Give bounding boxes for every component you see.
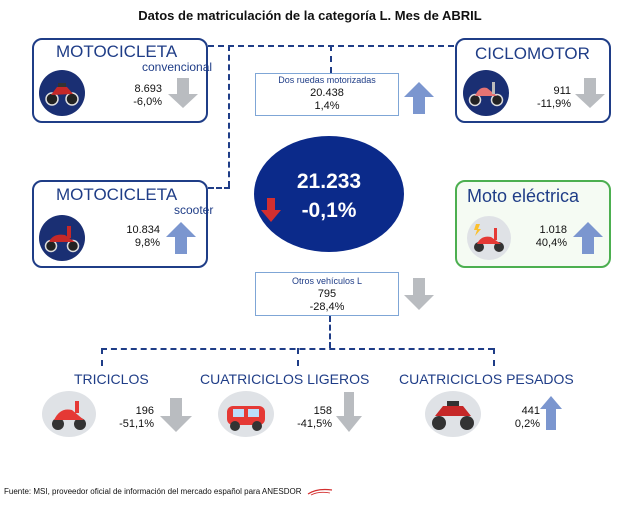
category-title-cuatriciclos-pesados: CUATRICICLOS PESADOS bbox=[399, 371, 574, 387]
card-value: 8.693 bbox=[134, 83, 162, 95]
footer-text: Fuente: MSI, proveedor oficial de inform… bbox=[4, 487, 302, 496]
microcar-icon bbox=[218, 391, 274, 437]
card-change: -6,0% bbox=[133, 96, 162, 108]
connector-left-scooter bbox=[208, 187, 230, 189]
card-subtitle: convencional bbox=[142, 60, 213, 74]
connector-left-vertical bbox=[228, 45, 230, 187]
category-title-cuatriciclos-ligeros: CUATRICICLOS LIGEROS bbox=[200, 371, 370, 387]
category-change: -51,1% bbox=[119, 418, 154, 430]
connector-ligeros bbox=[297, 348, 299, 366]
trend-up-icon bbox=[404, 82, 434, 114]
quad-icon bbox=[425, 391, 481, 437]
total-change: -0,1% bbox=[301, 199, 357, 222]
total-value: 21.233 bbox=[296, 170, 362, 193]
trend-up-icon bbox=[573, 222, 603, 254]
card-value: 1.018 bbox=[539, 224, 567, 236]
info-label: Otros vehículos L bbox=[291, 276, 363, 286]
category-value: 441 bbox=[521, 405, 540, 417]
info-change: 1,4% bbox=[314, 100, 340, 112]
motorcycle-icon bbox=[39, 70, 85, 116]
card-change: 9,8% bbox=[134, 237, 160, 249]
info-dos-ruedas: Dos ruedas motorizadas 20.438 1,4% bbox=[255, 73, 399, 116]
trend-down-icon bbox=[336, 392, 362, 432]
trend-down-icon bbox=[160, 398, 192, 432]
moped-icon bbox=[463, 70, 509, 116]
scooter-icon bbox=[39, 215, 85, 261]
card-title: MOTOCICLETA bbox=[56, 185, 178, 204]
total-circle: 21.233 -0,1% bbox=[254, 136, 404, 252]
card-title: CICLOMOTOR bbox=[475, 44, 590, 63]
info-label: Dos ruedas motorizadas bbox=[278, 75, 376, 85]
page-title: Datos de matriculación de la categoría L… bbox=[138, 8, 482, 23]
connector-pesados bbox=[493, 348, 495, 366]
trend-down-icon bbox=[575, 78, 605, 108]
card-change: -11,9% bbox=[536, 98, 571, 110]
card-subtitle: scooter bbox=[174, 203, 214, 217]
trend-up-icon bbox=[166, 222, 196, 254]
card-moto-electrica: Moto eléctrica 1.018 40,4% bbox=[455, 180, 611, 268]
card-change: 40,4% bbox=[535, 237, 567, 249]
connector-triciclos bbox=[101, 348, 103, 366]
card-title: Moto eléctrica bbox=[467, 186, 580, 206]
card-value: 10.834 bbox=[126, 224, 160, 236]
card-title: MOTOCICLETA bbox=[56, 42, 178, 61]
category-title-triciclos: TRICICLOS bbox=[74, 371, 149, 387]
info-otros-vehiculos: Otros vehículos L 795 -28,4% bbox=[255, 272, 399, 316]
trend-down-red-icon bbox=[261, 198, 281, 222]
connector-bottom-down bbox=[329, 316, 331, 348]
tricycle-icon bbox=[42, 391, 96, 437]
info-change: -28,4% bbox=[309, 301, 345, 313]
card-moto-convencional: MOTOCICLETA convencional 8.693 -6,0% bbox=[32, 38, 212, 123]
card-moto-scooter: MOTOCICLETA scooter 10.834 9,8% bbox=[32, 180, 213, 268]
trend-up-icon bbox=[540, 396, 562, 430]
footer-source: Fuente: MSI, proveedor oficial de inform… bbox=[4, 487, 333, 496]
card-ciclomotor: CICLOMOTOR 911 -11,9% bbox=[455, 38, 611, 123]
info-value: 20.438 bbox=[310, 87, 344, 99]
trend-down-icon bbox=[404, 278, 434, 310]
category-change: -41,5% bbox=[297, 418, 332, 430]
electric-scooter-icon bbox=[467, 216, 511, 260]
category-change: 0,2% bbox=[514, 418, 540, 430]
card-value: 911 bbox=[553, 85, 571, 97]
category-value: 158 bbox=[313, 405, 332, 417]
category-value: 196 bbox=[135, 405, 154, 417]
connector-top-down bbox=[330, 45, 332, 73]
anesdor-logo-icon bbox=[307, 488, 332, 496]
info-value: 795 bbox=[317, 288, 337, 300]
trend-down-icon bbox=[168, 78, 198, 108]
